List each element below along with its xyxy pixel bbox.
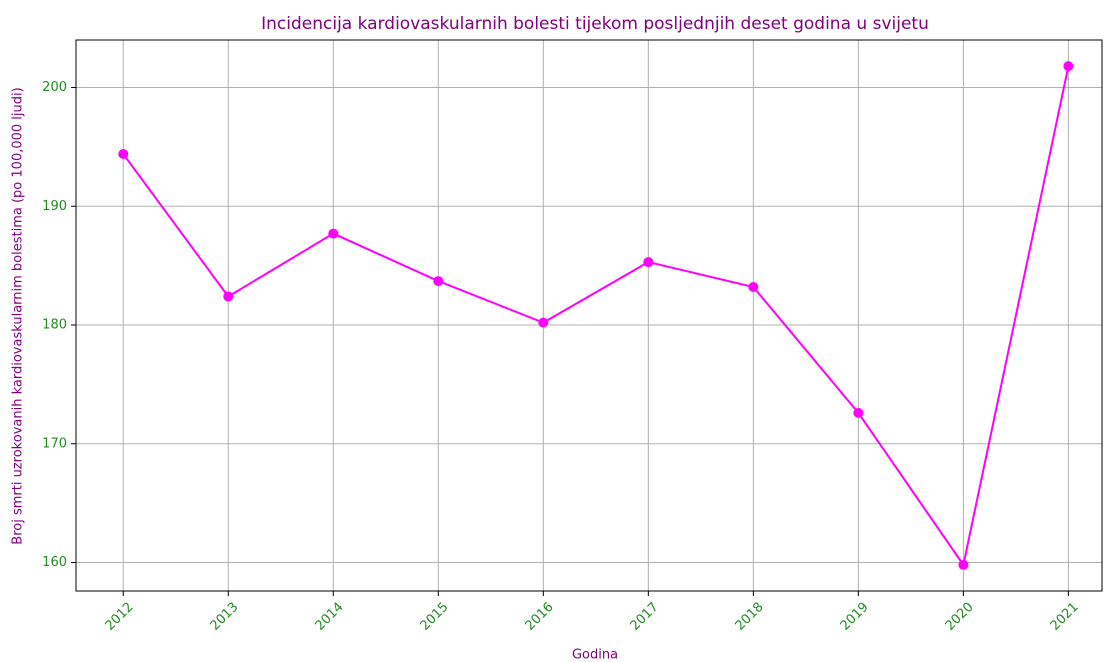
point: [643, 257, 654, 268]
x-axis-label: Godina: [572, 648, 618, 662]
point: [328, 228, 339, 239]
x-tick-label: 2016: [523, 600, 557, 634]
point: [538, 317, 549, 328]
point: [223, 291, 234, 302]
plot-frame: [75, 39, 1103, 592]
point: [118, 149, 129, 159]
x-tick-label: 2013: [208, 600, 242, 634]
x-tick-label: 2015: [418, 600, 452, 634]
x-tick-label: 2021: [1048, 600, 1082, 634]
x-tick-label: 2018: [733, 600, 767, 634]
y-tick-label: 190: [42, 199, 67, 214]
x-tick-label: 2017: [628, 600, 662, 634]
y-tick-label: 180: [42, 318, 67, 333]
y-tick-label: 160: [42, 555, 67, 570]
x-tick-label: 2014: [313, 600, 347, 634]
point: [1063, 61, 1074, 72]
point: [958, 559, 969, 570]
chart-title: Incidencija kardiovaskularnih bolesti ti…: [261, 14, 929, 34]
y-axis-label: Broj smrti uzrokovanih kardiovaskularnim…: [11, 87, 26, 544]
y-tick-label: 170: [42, 436, 67, 451]
point: [853, 407, 864, 418]
x-tick-label: 2019: [838, 600, 872, 634]
point: [433, 276, 444, 287]
line: [122, 65, 1070, 568]
point: [748, 282, 759, 292]
x-tick-label: 2012: [103, 600, 137, 634]
x-tick-label: 2020: [943, 600, 977, 634]
y-tick-label: 200: [42, 80, 67, 95]
